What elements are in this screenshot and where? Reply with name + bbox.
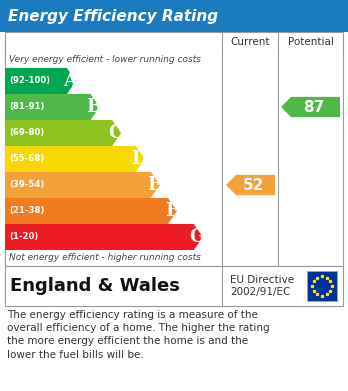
Bar <box>0 0 348 32</box>
Polygon shape <box>281 97 340 117</box>
Text: (81-91): (81-91) <box>9 102 45 111</box>
Text: (21-38): (21-38) <box>9 206 45 215</box>
Text: Not energy efficient - higher running costs: Not energy efficient - higher running co… <box>9 253 201 262</box>
Polygon shape <box>5 224 203 250</box>
Polygon shape <box>226 175 275 195</box>
Text: (1-20): (1-20) <box>9 233 38 242</box>
Text: EU Directive
2002/91/EC: EU Directive 2002/91/EC <box>230 275 294 297</box>
Text: Very energy efficient - lower running costs: Very energy efficient - lower running co… <box>9 56 201 65</box>
Text: (69-80): (69-80) <box>9 129 44 138</box>
Text: 87: 87 <box>303 99 324 115</box>
Polygon shape <box>5 94 100 120</box>
Polygon shape <box>5 172 160 198</box>
Text: C: C <box>109 124 123 142</box>
Polygon shape <box>5 146 145 172</box>
Text: (55-68): (55-68) <box>9 154 44 163</box>
Polygon shape <box>5 120 121 146</box>
Text: The energy efficiency rating is a measure of the
overall efficiency of a home. T: The energy efficiency rating is a measur… <box>7 310 270 360</box>
Text: A: A <box>63 72 78 90</box>
Text: G: G <box>190 228 205 246</box>
Text: B: B <box>86 98 102 116</box>
Text: (92-100): (92-100) <box>9 77 50 86</box>
Polygon shape <box>5 68 76 94</box>
Text: E: E <box>148 176 161 194</box>
Text: England & Wales: England & Wales <box>10 277 180 295</box>
Bar <box>5 32 343 266</box>
Bar <box>307 271 337 301</box>
Text: F: F <box>165 202 178 220</box>
Text: Energy Efficiency Rating: Energy Efficiency Rating <box>8 9 218 23</box>
Text: Potential: Potential <box>287 37 333 47</box>
Text: 52: 52 <box>243 178 264 192</box>
Bar <box>5 266 343 306</box>
Polygon shape <box>5 198 177 224</box>
Text: Current: Current <box>230 37 270 47</box>
Text: D: D <box>132 150 147 168</box>
Text: (39-54): (39-54) <box>9 181 45 190</box>
